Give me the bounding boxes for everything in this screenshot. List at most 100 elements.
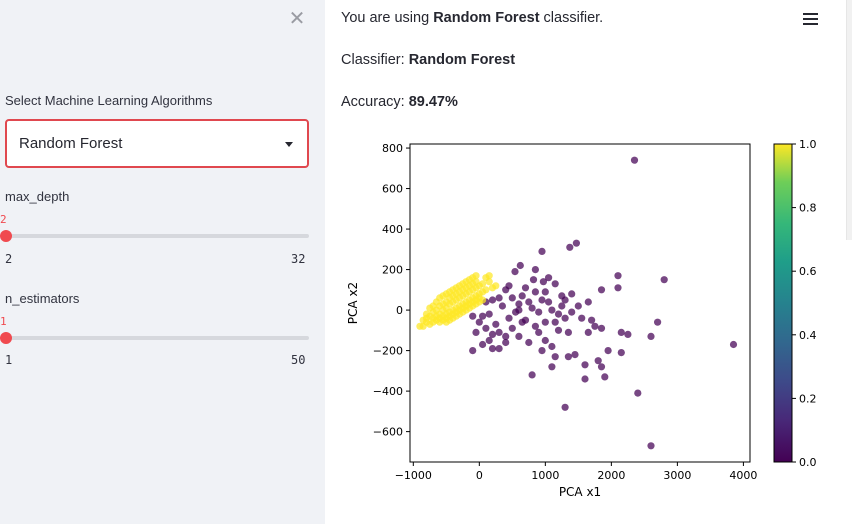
max-depth-slider-track[interactable]	[5, 234, 309, 238]
scatter-point-class0	[502, 332, 510, 340]
scatter-point-class0	[548, 342, 556, 351]
scatter-point-class1	[492, 282, 500, 290]
scatter-point-class0	[495, 345, 503, 353]
max-depth-max: 32	[291, 252, 306, 266]
colorbar	[773, 143, 793, 463]
scatter-point-class0	[515, 300, 523, 308]
scatter-point-class1	[472, 272, 480, 280]
colorbar-ticks: 0.0 0.2 0.4 0.6 0.8 1.0	[792, 138, 817, 469]
scatter-point-class0	[488, 330, 497, 338]
colorbar-tick-label: 0.8	[799, 202, 817, 215]
scatter-point-class0	[572, 239, 580, 247]
x-tick-label: 4000	[729, 469, 757, 482]
scatter-point-class0	[531, 322, 539, 330]
close-sidebar-icon[interactable]: ✕	[288, 8, 306, 30]
algorithm-select[interactable]: Random Forest	[5, 119, 309, 168]
main-scrollbar[interactable]	[846, 0, 852, 240]
scatter-point-class0	[594, 357, 602, 365]
scatter-point-class0	[617, 349, 625, 357]
y-tick-label: 800	[382, 142, 403, 155]
scatter-point-class0	[614, 284, 622, 292]
line1-prefix: You are using	[341, 10, 434, 26]
scatter-point-class0	[601, 373, 609, 381]
x-axis-label: PCA x1	[559, 485, 601, 499]
scatter-point-class1	[482, 286, 490, 294]
scatter-point-class0	[521, 284, 530, 292]
scatter-point-class0	[564, 353, 572, 361]
scatter-point-class0	[624, 330, 632, 338]
scatter-point-class0	[597, 324, 606, 332]
scatter-point-class1	[419, 316, 427, 324]
scatter-point-class0	[554, 310, 563, 318]
scatter-point-class0	[574, 302, 582, 310]
scatter-point-class1	[479, 280, 487, 288]
scatter-point-class0	[469, 312, 477, 320]
scatter-point-class0	[568, 308, 576, 316]
x-tick-label: 0	[476, 469, 483, 482]
y-tick-label: 400	[382, 223, 403, 236]
scatter-point-class0	[479, 312, 487, 320]
chevron-down-icon	[285, 142, 293, 147]
x-tick-label: −1000	[395, 469, 432, 482]
chart-axes: −1000 0 1000 2000 3000 4000 −600 −400 −200 0 200 40…	[373, 142, 758, 482]
x-tick-label: 2000	[597, 469, 625, 482]
scatter-point-class0	[485, 336, 493, 345]
colorbar-tick-label: 0.0	[799, 456, 817, 469]
y-tick-label: 0	[396, 304, 403, 317]
scatter-point-class0	[597, 363, 606, 371]
scatter-point-class0	[525, 338, 533, 347]
scatter-point-class0	[528, 371, 536, 379]
scatter-point-class0	[528, 304, 536, 312]
n-estimators-slider-thumb[interactable]	[0, 332, 12, 344]
scatter-point-class0	[541, 288, 549, 296]
max-depth-label: max_depth	[5, 189, 70, 204]
scatter-point-class0	[581, 361, 589, 369]
scatter-point-class0	[479, 340, 487, 349]
scatter-point-class0	[508, 294, 516, 302]
scatter-point-class0	[482, 324, 490, 332]
scatter-point-class0	[472, 328, 480, 336]
scatter-point-class0	[541, 336, 549, 345]
n-estimators-current-value: 1	[0, 315, 7, 328]
scatter-point-class0	[578, 314, 586, 322]
scatter-point-class1	[485, 272, 493, 280]
scatter-point-class0	[584, 298, 592, 306]
classifier-line: Classifier: Random Forest	[341, 52, 515, 68]
y-tick-label: −600	[373, 426, 403, 439]
y-tick-label: 600	[382, 183, 403, 196]
scatter-point-class0	[515, 306, 523, 314]
scatter-point-class0	[502, 338, 510, 347]
line1-classifier: Random Forest	[433, 10, 540, 26]
scatter-point-class0	[538, 296, 546, 304]
scatter-point-class0	[729, 340, 738, 349]
scatter-point-class0	[539, 278, 547, 286]
scatter-point-class0	[561, 296, 569, 304]
scatter-point-class0	[545, 298, 553, 306]
scatter-point-class0	[604, 347, 612, 355]
scatter-point-class0	[551, 353, 559, 361]
max-depth-slider-thumb[interactable]	[0, 230, 12, 242]
scatter-point-class0	[508, 324, 516, 332]
scatter-point-class0	[548, 306, 556, 314]
line2-classifier: Random Forest	[408, 52, 516, 68]
scatter-point-class0	[488, 296, 497, 304]
scatter-point-class0	[525, 298, 533, 306]
scatter-point-class0	[516, 261, 524, 270]
n-estimators-label: n_estimators	[5, 291, 80, 306]
colorbar-tick-label: 0.6	[799, 265, 817, 278]
scatter-point-class0	[558, 302, 566, 310]
x-tick-label: 1000	[531, 469, 559, 482]
algorithm-select-value: Random Forest	[19, 135, 123, 152]
scatter-point-class0	[571, 351, 579, 359]
hamburger-menu-icon[interactable]	[803, 13, 818, 27]
max-depth-current-value: 2	[0, 213, 7, 226]
accuracy-prefix: Accuracy:	[341, 94, 409, 110]
scatter-point-class0	[568, 290, 576, 298]
scatter-point-class1	[416, 322, 424, 330]
scatter-point-class0	[515, 332, 523, 340]
scatter-point-class0	[566, 243, 574, 251]
scatter-point-class0	[614, 272, 622, 280]
scatter-point-class0	[495, 328, 503, 336]
scatter-point-class0	[551, 280, 559, 288]
n-estimators-slider-track[interactable]	[5, 336, 309, 340]
